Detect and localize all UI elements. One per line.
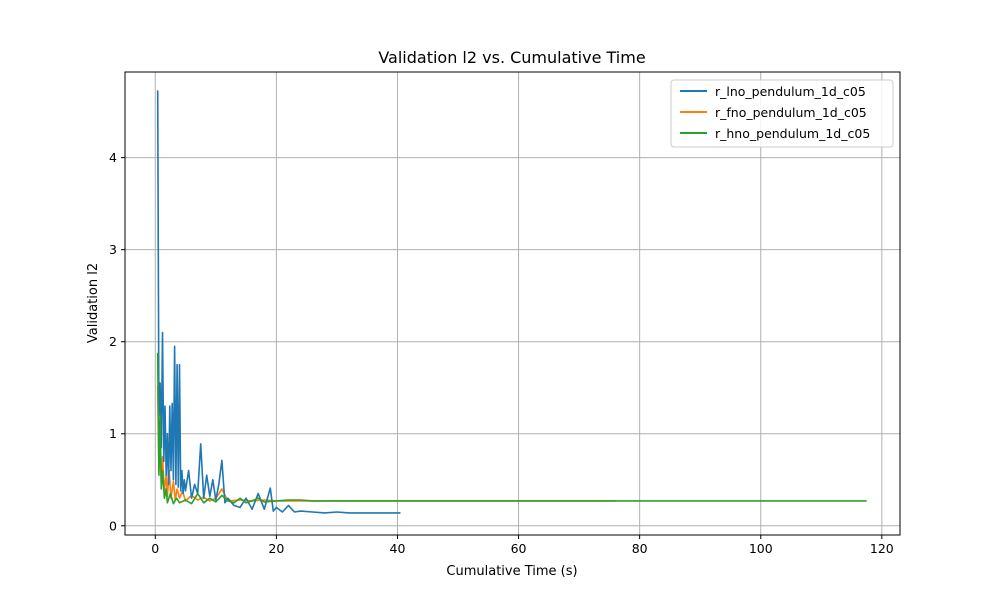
x-axis-title: Cumulative Time (s) xyxy=(446,564,577,579)
legend: r_lno_pendulum_1d_c05 r_fno_pendulum_1d_… xyxy=(670,79,894,148)
series-line-lno xyxy=(156,90,401,514)
y-axis-title: Validation l2 xyxy=(86,263,101,343)
x-axis: 0 20 40 60 80 100 120 xyxy=(151,535,894,556)
plot-frame xyxy=(124,71,901,536)
x-tick-label: 120 xyxy=(870,541,894,556)
x-tick-label: 0 xyxy=(151,541,159,556)
x-tick-label: 60 xyxy=(511,541,527,556)
grid xyxy=(125,72,900,535)
y-tick-label: 1 xyxy=(109,426,117,441)
legend-label-fno: r_fno_pendulum_1d_c05 xyxy=(715,105,867,120)
legend-label-lno: r_lno_pendulum_1d_c05 xyxy=(715,84,866,99)
x-tick-label: 20 xyxy=(268,541,284,556)
x-tick-label: 80 xyxy=(632,541,648,556)
legend-label-hno: r_hno_pendulum_1d_c05 xyxy=(715,126,870,141)
y-tick-label: 3 xyxy=(109,242,117,257)
chart-title: Validation l2 vs. Cumulative Time xyxy=(378,48,645,67)
series-group xyxy=(156,90,867,514)
y-tick-label: 4 xyxy=(109,150,117,165)
y-axis: 0 1 2 3 4 xyxy=(109,150,125,533)
x-tick-label: 100 xyxy=(749,541,773,556)
series-line-hno xyxy=(156,352,867,505)
y-tick-label: 2 xyxy=(109,334,117,349)
legend-box xyxy=(670,79,894,148)
x-tick-label: 40 xyxy=(390,541,406,556)
y-tick-label: 0 xyxy=(109,518,117,533)
